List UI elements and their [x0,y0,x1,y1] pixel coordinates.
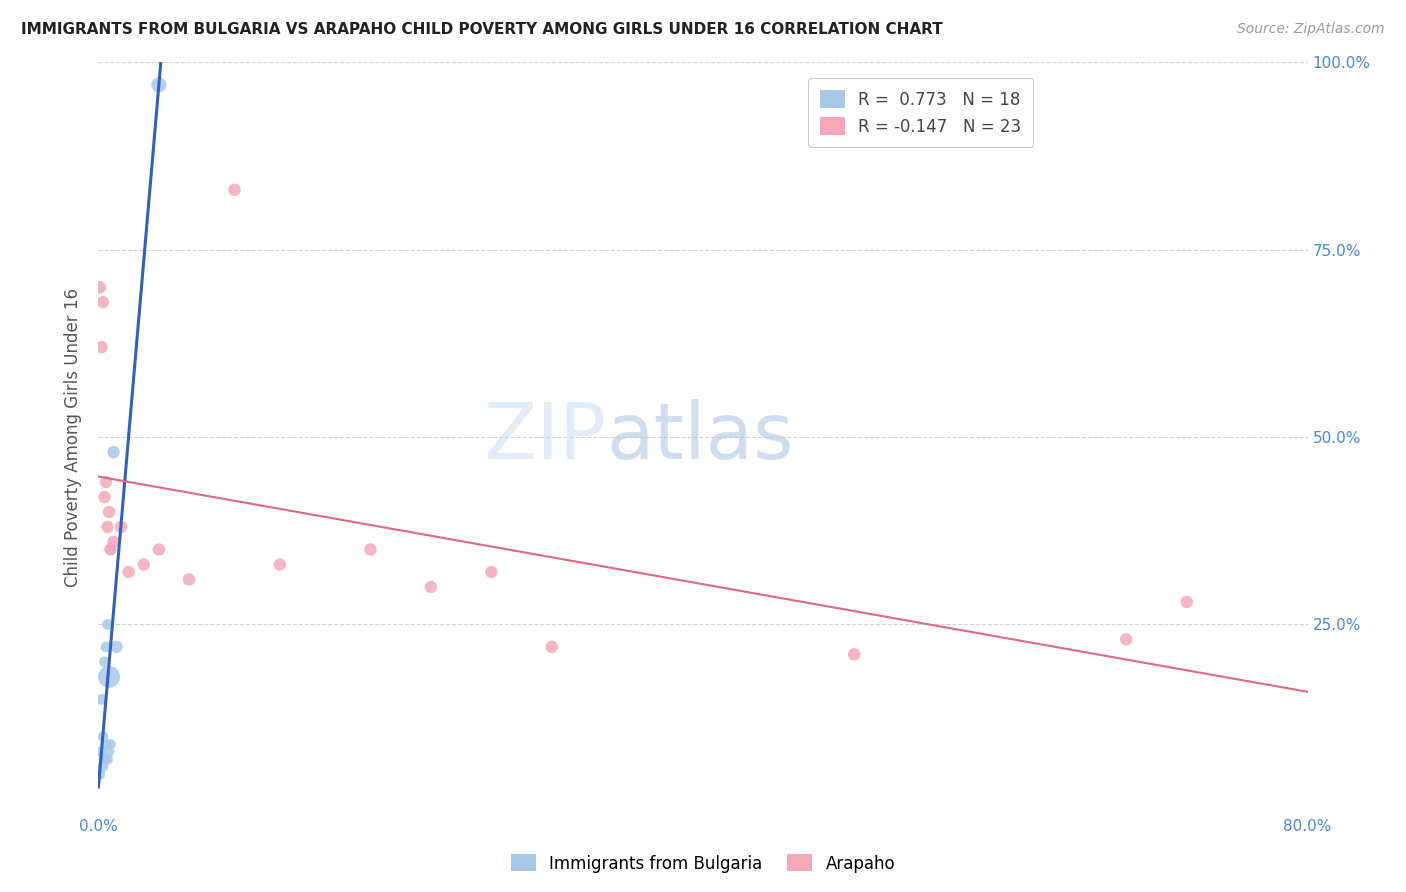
Point [93,490,115,504]
Legend: Immigrants from Bulgaria, Arapaho: Immigrants from Bulgaria, Arapaho [505,847,901,880]
Point [118,565,141,579]
Point [148,542,170,557]
Point [96,520,118,534]
Point [1175,595,1198,609]
Point [420,580,443,594]
Point [105,640,128,654]
Point [132,558,155,572]
Point [100,737,122,751]
Point [90,692,112,706]
Point [103,445,125,459]
Point [100,542,122,557]
Legend: R =  0.773   N = 18, R = -0.147   N = 23: R = 0.773 N = 18, R = -0.147 N = 23 [808,78,1033,147]
Point [844,648,866,662]
Point [98,745,121,759]
Point [94,475,117,489]
Text: Source: ZipAtlas.com: Source: ZipAtlas.com [1237,22,1385,37]
Point [93,655,115,669]
Point [148,78,170,92]
Point [1115,632,1137,647]
Point [90,340,112,354]
Point [540,640,562,654]
Point [100,542,122,557]
Point [96,617,118,632]
Point [269,558,291,572]
Point [94,737,117,751]
Point [98,505,121,519]
Point [179,573,201,587]
Text: ZIP: ZIP [484,399,606,475]
Point [360,542,382,557]
Point [89,767,111,781]
Point [96,752,118,766]
Point [224,183,246,197]
Point [91,760,114,774]
Text: atlas: atlas [606,399,794,475]
Point [481,565,503,579]
Point [110,520,132,534]
Point [91,295,114,310]
Point [89,280,111,294]
Point [98,670,121,684]
Point [94,640,117,654]
Point [103,535,125,549]
Point [93,752,115,766]
Point [91,730,114,744]
Y-axis label: Child Poverty Among Girls Under 16: Child Poverty Among Girls Under 16 [65,287,83,587]
Text: IMMIGRANTS FROM BULGARIA VS ARAPAHO CHILD POVERTY AMONG GIRLS UNDER 16 CORRELATI: IMMIGRANTS FROM BULGARIA VS ARAPAHO CHIL… [21,22,943,37]
Point [90,745,112,759]
